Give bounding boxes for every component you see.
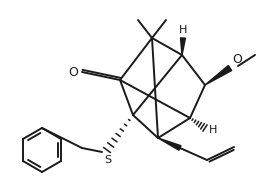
- Text: H: H: [179, 25, 187, 35]
- Text: O: O: [68, 65, 78, 79]
- Polygon shape: [158, 138, 181, 150]
- Text: H: H: [209, 125, 217, 135]
- Polygon shape: [205, 65, 232, 85]
- Polygon shape: [180, 38, 186, 55]
- Text: S: S: [104, 155, 112, 165]
- Text: O: O: [232, 53, 242, 66]
